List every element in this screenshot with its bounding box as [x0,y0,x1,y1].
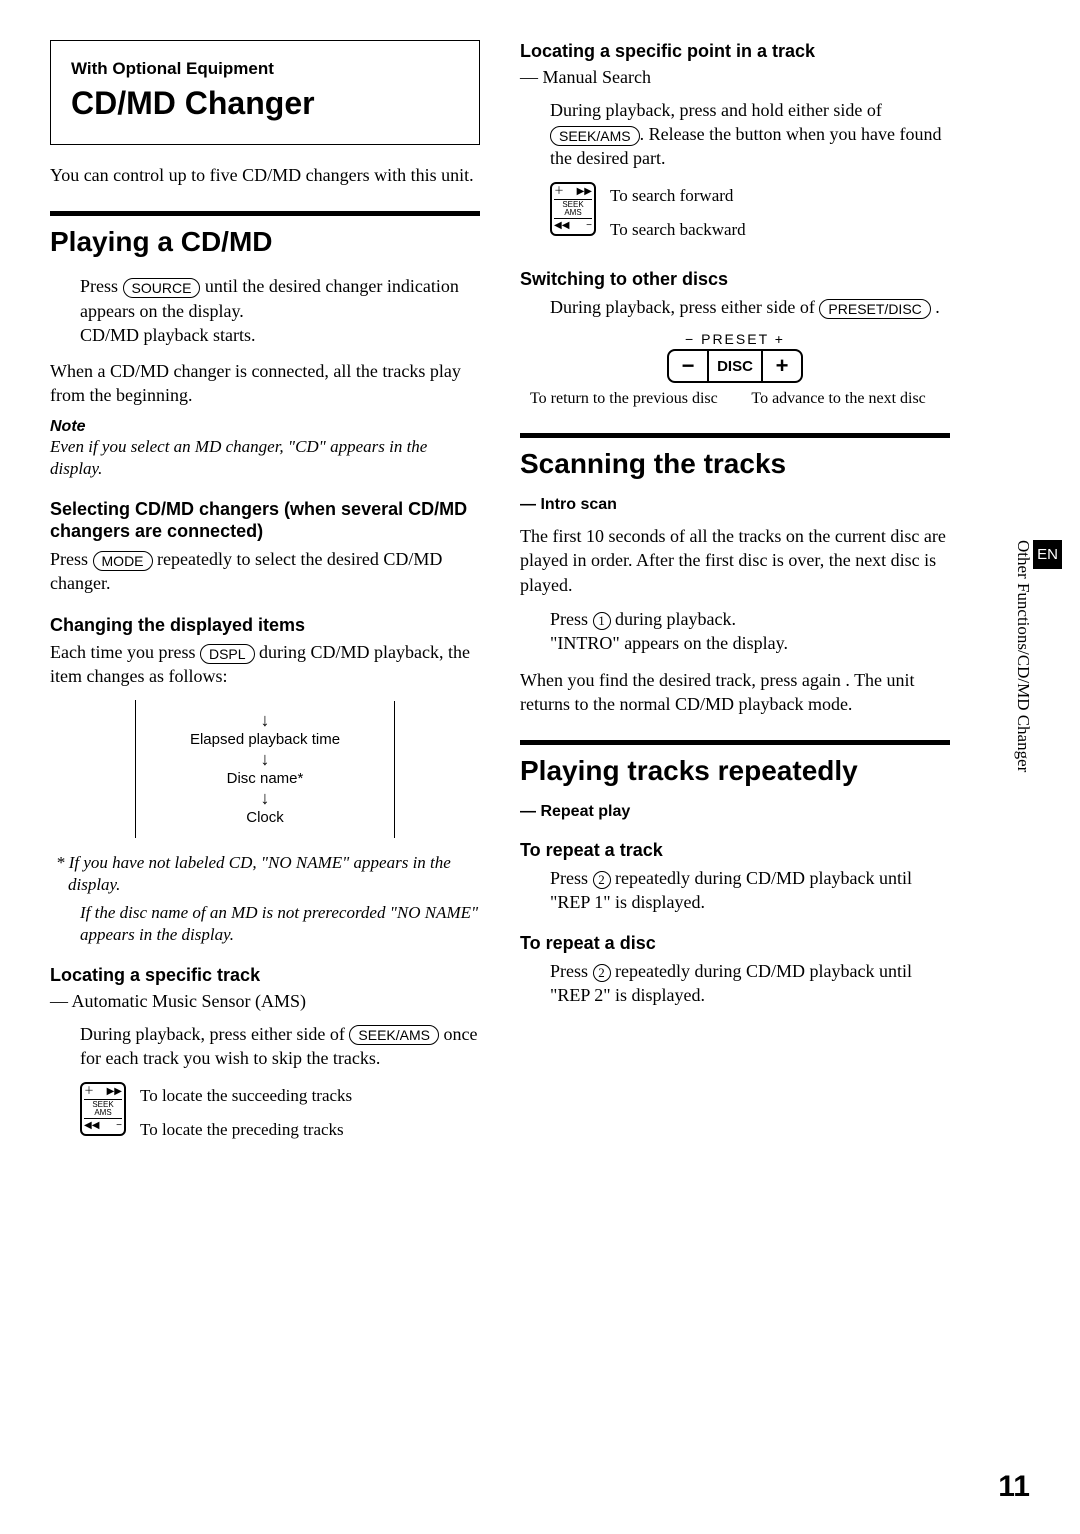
footnote-2: If the disc name of an MD is not prereco… [50,902,480,946]
select-changers-text: Press MODE repeatedly to select the desi… [50,547,480,596]
seek-ams-icon: ＋▶▶ SEEKAMS ◀◀− [550,182,596,236]
disc-captions: To return to the previous disc To advanc… [530,389,940,409]
arrow-down-icon: ↓ [136,750,394,768]
repeat-track-step: Press 2 repeatedly during CD/MD playback… [520,866,950,915]
disc-minus-icon: − [667,349,707,383]
scan-step-2: "INTRO" appears on the display. [550,631,950,655]
subsection-switch-discs: Switching to other discs [520,268,950,291]
subsection-locate-point: Locating a specific point in a track [520,40,950,63]
lang-badge: EN [1033,540,1062,569]
disc-label: DISC [707,349,763,383]
locate-fwd-label: To locate the succeeding tracks [140,1082,352,1116]
display-cycle-diagram: ↓ Elapsed playback time ↓ Disc name* ↓ C… [135,701,395,838]
right-column: Locating a specific point in a track — M… [520,40,950,1160]
scan-p1: The first 10 seconds of all the tracks o… [520,524,950,597]
repeat-disc-step: Press 2 repeatedly during CD/MD playback… [520,959,950,1008]
dspl-button-label: DSPL [200,644,255,664]
header-title: CD/MD Changer [71,85,459,122]
disc-plus-icon: + [763,349,803,383]
repeat-sub: — Repeat play [520,803,950,821]
locate-track-step: During playback, press either side of SE… [50,1022,480,1071]
scan-p2: When you find the desired track, press a… [520,668,950,717]
subsection-locate-track: Locating a specific track [50,964,480,987]
preset-disc-button-label: PRESET/DISC [819,299,930,319]
button-1-icon: 1 [593,612,611,630]
scan-sub: — Intro scan [520,496,950,514]
cycle-item-1: Elapsed playback time [136,731,394,748]
side-tab: EN Other Functions/CD/MD Changer [1013,540,1062,772]
subsection-display-items: Changing the displayed items [50,614,480,637]
disc-next-label: To advance to the next disc [751,389,940,409]
subsection-select-changers: Selecting CD/MD changers (when several C… [50,498,480,543]
seek-ams-icon: ＋▶▶ SEEKAMS ◀◀− [80,1082,126,1136]
section-playing: Playing a CD/MD [50,226,480,258]
locate-point-sub: — Manual Search [520,67,950,88]
locate-back-label: To locate the preceding tracks [140,1116,352,1150]
page-number: 11 [998,1470,1030,1504]
side-tab-text: Other Functions/CD/MD Changer [1014,540,1033,772]
footnote-1: * If you have not labeled CD, "NO NAME" … [50,852,480,896]
disc-prev-label: To return to the previous disc [530,389,719,409]
seek-ams-button-label: SEEK/AMS [349,1025,439,1045]
note-label: Note [50,418,480,436]
rule [520,740,950,745]
search-back-label: To search backward [610,216,746,250]
arrow-down-icon: ↓ [136,711,394,729]
seek-icon-block-2: ＋▶▶ SEEKAMS ◀◀− To search forward To sea… [550,182,950,250]
button-2-icon: 2 [593,964,611,982]
play-step-line2: CD/MD playback starts. [80,323,480,347]
seek-icon-block: ＋▶▶ SEEKAMS ◀◀− To locate the succeeding… [80,1082,480,1150]
play-after: When a CD/MD changer is connected, all t… [50,359,480,408]
cycle-item-2: Disc name* [136,770,394,787]
display-items-text: Each time you press DSPL during CD/MD pl… [50,640,480,689]
play-step: Press SOURCE until the desired changer i… [50,274,480,347]
repeat-disc-title: To repeat a disc [520,932,950,955]
repeat-track-title: To repeat a track [520,839,950,862]
locate-point-step: During playback, press and hold either s… [520,98,950,171]
scan-step: Press 1 during playback. "INTRO" appears… [520,607,950,656]
left-column: With Optional Equipment CD/MD Changer Yo… [50,40,480,1160]
rule [50,211,480,216]
arrow-down-icon: ↓ [136,789,394,807]
header-box: With Optional Equipment CD/MD Changer [50,40,480,145]
section-scanning: Scanning the tracks [520,448,950,480]
play-step-line1: Press SOURCE until the desired changer i… [80,274,480,323]
disc-top-label: − PRESET + [520,331,950,347]
button-2-icon: 2 [593,871,611,889]
rule [520,433,950,438]
section-repeat: Playing tracks repeatedly [520,755,950,787]
source-button-label: SOURCE [123,278,201,298]
header-subtitle: With Optional Equipment [71,59,459,79]
mode-button-label: MODE [93,551,153,571]
disc-diagram: − PRESET + − DISC + [520,331,950,383]
page-content: With Optional Equipment CD/MD Changer Yo… [50,40,1030,1160]
locate-track-sub: — Automatic Music Sensor (AMS) [50,991,480,1012]
seek-ams-button-label: SEEK/AMS [550,126,640,146]
switch-discs-step: During playback, press either side of PR… [520,295,950,319]
search-fwd-label: To search forward [610,182,746,216]
intro-text: You can control up to five CD/MD changer… [50,163,480,187]
cycle-item-3: Clock [136,809,394,826]
note-text: Even if you select an MD changer, "CD" a… [50,436,480,480]
